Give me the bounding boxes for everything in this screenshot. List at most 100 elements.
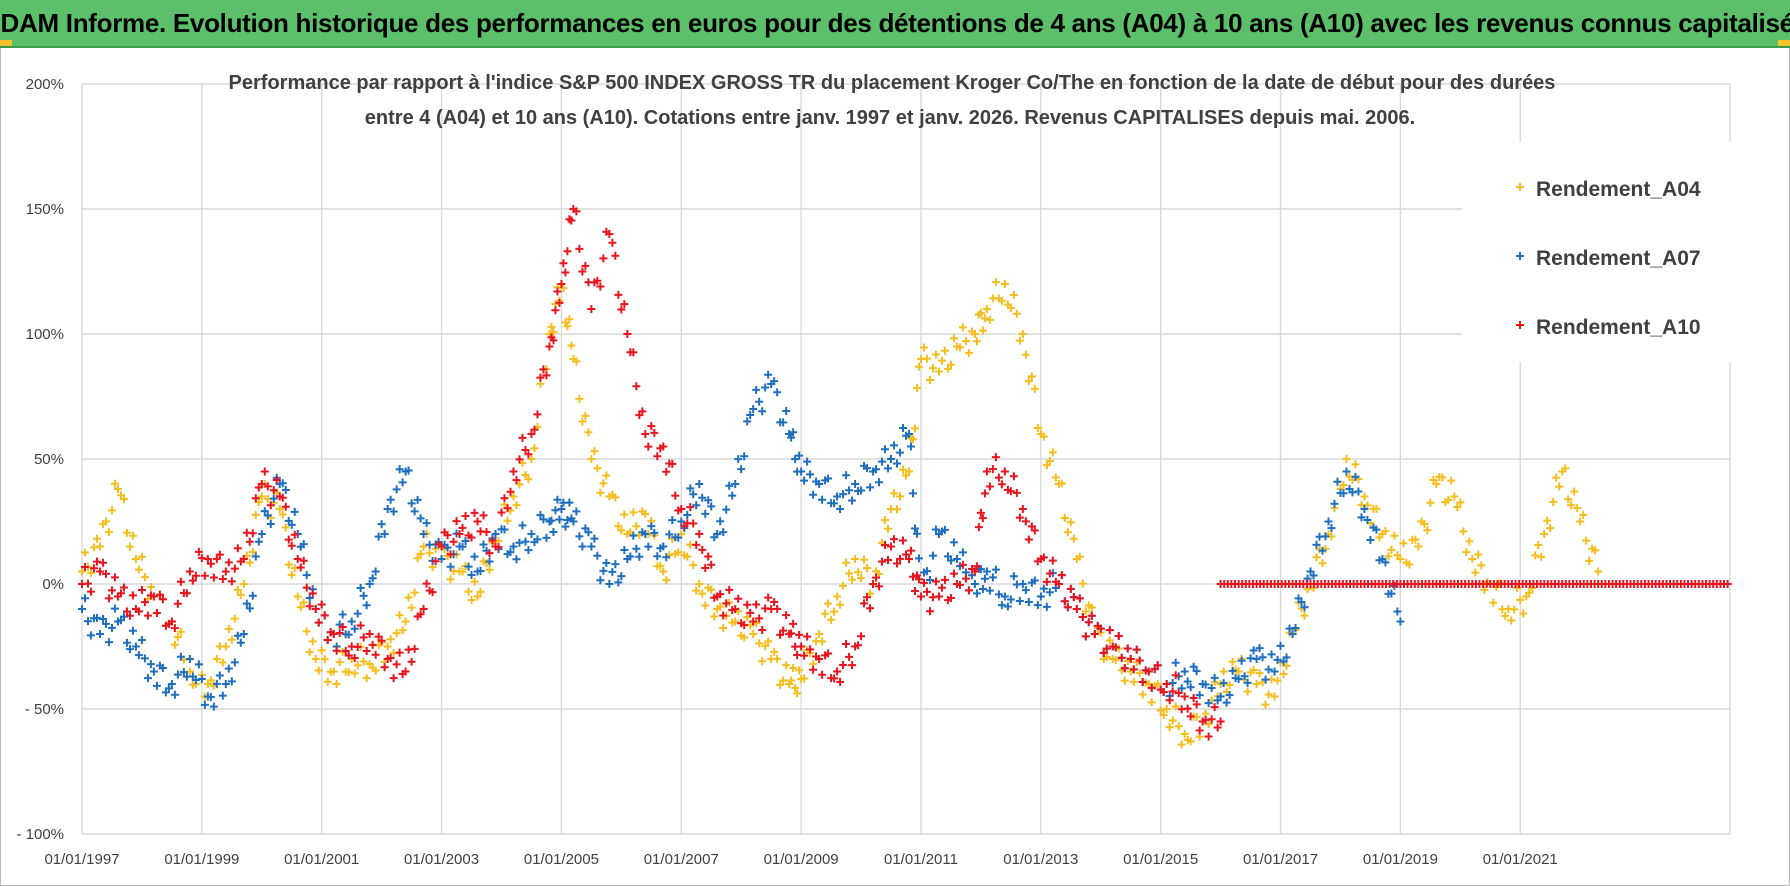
point-Rendement_A10-31-2 [629, 348, 638, 357]
point-Rendement_A04-28-1 [572, 357, 581, 366]
point-Rendement_A07-20-3 [446, 562, 455, 571]
point-Rendement_A04-54-5 [1033, 423, 1042, 432]
point-Rendement_A04-31-2 [629, 508, 638, 517]
point-Rendement_A04-32 [641, 510, 650, 518]
point-Rendement_A07-25-4 [539, 515, 548, 524]
point-Rendement_A07-37-3 [740, 452, 749, 461]
point-Rendement_A07-1-2 [101, 619, 110, 628]
point-Rendement_A10-19 [419, 605, 428, 613]
point-Rendement_A04-27-3 [563, 322, 572, 331]
point-Rendement_A10-65 [1216, 717, 1225, 726]
point-Rendement_A07-15-5 [362, 601, 371, 610]
point-Rendement_A07-36-5 [728, 491, 737, 500]
point-Rendement_A07-7-4 [215, 671, 224, 680]
point-Rendement_A10-57-3 [1081, 632, 1090, 641]
point-Rendement_A04-56-3 [1063, 528, 1072, 537]
legend-label-Rendement_A10: Rendement_A10 [1536, 316, 1701, 339]
point-Rendement_A10-43 [833, 667, 842, 676]
point-Rendement_A07-63-3 [1189, 662, 1198, 671]
point-Rendement_A07-6-3 [194, 660, 203, 669]
point-Rendement_A04-0-5 [92, 534, 101, 543]
point-Rendement_A07-16-1 [368, 574, 377, 583]
point-Rendement_A07-74-1 [1381, 558, 1390, 567]
point-Rendement_A10-56-2 [1060, 597, 1069, 606]
point-Rendement_A07-44 [851, 480, 860, 488]
point-Rendement_A07-67 [1252, 655, 1261, 663]
point-Rendement_A10-25-5 [542, 371, 551, 380]
point-Rendement_A07-11-3 [284, 516, 293, 525]
point-Rendement_A10-52-5 [997, 480, 1006, 489]
point-Rendement_A04-12-1 [296, 603, 305, 612]
point-Rendement_A04-15-4 [359, 657, 368, 666]
point-Rendement_A10-5 [167, 617, 176, 626]
point-Rendement_A10-21 [455, 530, 464, 538]
point-Rendement_A10-54-4 [1030, 526, 1039, 535]
point-Rendement_A04-77-5 [1447, 476, 1456, 485]
point-Rendement_A04-43-1 [836, 600, 845, 609]
point-Rendement_A07-7-3 [212, 679, 221, 688]
point-Rendement_A04-22-4 [485, 565, 494, 574]
point-Rendement_A07-1-4 [107, 623, 116, 632]
x-tick-label-4: 01/01/2005 [524, 851, 599, 868]
point-Rendement_A07-69 [1288, 630, 1297, 638]
point-Rendement_A04-15-1 [350, 669, 359, 678]
point-Rendement_A04-52-1 [985, 315, 994, 324]
point-Rendement_A04-29-4 [599, 479, 608, 488]
point-Rendement_A07-55-2 [1042, 602, 1051, 611]
point-Rendement_A10-35-3 [704, 552, 713, 561]
point-Rendement_A10-11-1 [278, 493, 287, 502]
point-Rendement_A10-60-2 [1132, 645, 1141, 654]
point-Rendement_A10-29-4 [599, 254, 608, 263]
point-Rendement_A10-59-4 [1120, 664, 1129, 673]
point-Rendement_A07-37-5 [746, 411, 755, 420]
point-Rendement_A10-38 [749, 617, 758, 626]
point-Rendement_A10-46-5 [902, 550, 910, 559]
point-Rendement_A04-67-3 [1261, 700, 1270, 709]
point-Rendement_A07-68-2 [1276, 641, 1285, 650]
point-Rendement_A10-42-5 [830, 674, 839, 683]
point-Rendement_A10-55-3 [1045, 569, 1054, 578]
point-Rendement_A04-83-4 [1552, 473, 1561, 482]
point-Rendement_A07-69-4 [1300, 603, 1309, 612]
point-Rendement_A07-19 [419, 530, 428, 538]
point-Rendement_A07-43-1 [836, 504, 845, 513]
x-tick-label-11: 01/01/2019 [1363, 851, 1438, 868]
point-Rendement_A04-44 [851, 555, 860, 563]
point-Rendement_A07-31-4 [635, 552, 644, 561]
point-Rendement_A10-13-1 [314, 618, 323, 627]
point-Rendement_A04-24-4 [521, 470, 530, 479]
point-Rendement_A07-54-5 [1033, 601, 1042, 610]
point-Rendement_A10-36-1 [716, 590, 725, 599]
point-Rendement_A10-40-1 [787, 629, 796, 638]
point-Rendement_A10-45-1 [872, 573, 881, 582]
point-Rendement_A07-65-1 [1219, 679, 1228, 688]
point-Rendement_A04-21-4 [467, 596, 476, 605]
point-Rendement_A07-24-1 [512, 555, 521, 564]
point-Rendement_A04-63 [1180, 730, 1189, 738]
point-Rendement_A07-0-3 [86, 631, 95, 640]
point-Rendement_A07-55-1 [1039, 584, 1048, 593]
point-Rendement_A10-36-4 [725, 585, 734, 594]
point-Rendement_A04-77 [1432, 480, 1441, 488]
point-Rendement_A04-3 [131, 555, 140, 563]
point-Rendement_A04-76 [1414, 542, 1423, 551]
point-Rendement_A04-39-1 [770, 647, 779, 656]
point-Rendement_A07-10-1 [260, 507, 269, 516]
y-tick-label-2: 100% [26, 326, 64, 343]
point-Rendement_A07-2-4 [125, 645, 134, 654]
point-Rendement_A07-34-3 [686, 484, 695, 493]
point-Rendement_A04-54-2 [1024, 377, 1033, 386]
point-Rendement_A10-28-4 [581, 261, 590, 270]
point-Rendement_A10-4-2 [155, 590, 164, 599]
point-Rendement_A10-29 [587, 305, 596, 313]
point-Rendement_A04-74-3 [1387, 545, 1396, 554]
point-Rendement_A10-22-3 [482, 527, 491, 536]
point-Rendement_A04-46-4 [899, 465, 908, 474]
point-Rendement_A10-21-5 [470, 508, 479, 517]
point-Rendement_A04-47 [904, 467, 913, 476]
point-Rendement_A10-63-2 [1186, 712, 1195, 721]
point-Rendement_A07-27-3 [563, 516, 572, 525]
point-Rendement_A04-2-5 [128, 531, 137, 540]
point-Rendement_A10-8-4 [233, 544, 242, 553]
point-Rendement_A04-8-1 [224, 625, 233, 634]
